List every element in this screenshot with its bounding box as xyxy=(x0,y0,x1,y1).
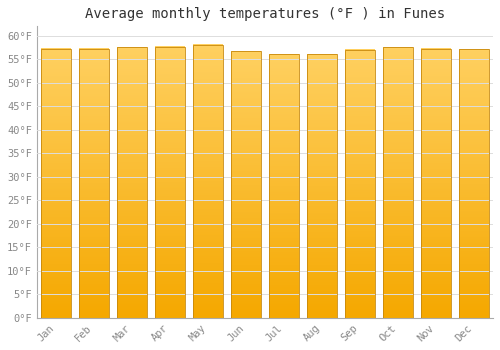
Bar xyxy=(193,44,222,318)
Bar xyxy=(41,49,70,318)
Bar xyxy=(155,47,184,318)
Bar xyxy=(269,54,299,318)
Bar xyxy=(307,54,337,318)
Bar xyxy=(231,51,260,318)
Bar xyxy=(383,48,413,318)
Bar xyxy=(459,49,489,318)
Bar xyxy=(421,49,451,318)
Title: Average monthly temperatures (°F ) in Funes: Average monthly temperatures (°F ) in Fu… xyxy=(85,7,445,21)
Bar xyxy=(79,49,108,318)
Bar xyxy=(345,50,375,318)
Bar xyxy=(117,47,146,318)
